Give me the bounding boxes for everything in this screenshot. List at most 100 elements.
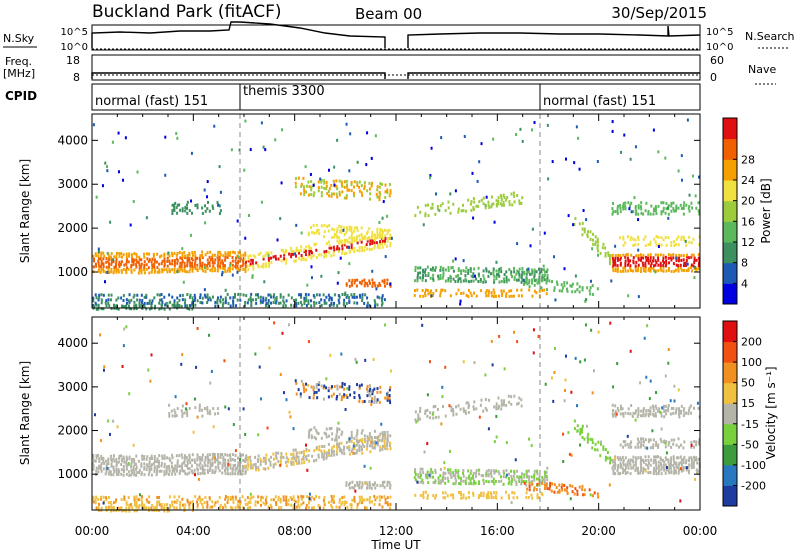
heatmap-cell bbox=[510, 395, 513, 399]
heatmap-cell bbox=[244, 470, 247, 474]
heatmap-cell bbox=[145, 263, 148, 267]
heatmap-cell bbox=[114, 265, 117, 269]
heatmap-cell bbox=[682, 468, 685, 472]
heatmap-cell bbox=[368, 480, 371, 484]
heatmap-cell bbox=[257, 495, 260, 499]
heatmap-cell bbox=[211, 267, 214, 271]
heatmap-cell bbox=[260, 121, 263, 125]
heatmap-cell bbox=[541, 288, 544, 292]
heatmap-cell bbox=[332, 253, 335, 257]
heatmap-cell bbox=[323, 223, 326, 227]
heatmap-cell bbox=[176, 459, 179, 463]
heatmap-cell bbox=[629, 412, 632, 416]
heatmap-cell bbox=[507, 472, 510, 476]
heatmap-cell bbox=[473, 479, 476, 483]
heatmap-cell bbox=[683, 440, 686, 444]
heatmap-cell bbox=[340, 242, 343, 246]
heatmap-cell bbox=[537, 477, 540, 481]
heatmap-cell bbox=[510, 270, 513, 274]
heatmap-cell bbox=[697, 175, 700, 179]
heatmap-cell bbox=[376, 284, 379, 288]
heatmap-cell bbox=[670, 204, 673, 208]
heatmap-cell bbox=[262, 255, 265, 259]
heatmap-cell bbox=[312, 183, 315, 187]
heatmap-cell bbox=[224, 251, 227, 255]
heatmap-cell bbox=[550, 489, 553, 493]
heatmap-cell bbox=[184, 503, 187, 507]
heatmap-cell bbox=[640, 409, 643, 413]
heatmap-cell bbox=[211, 457, 214, 461]
heatmap-cell bbox=[208, 264, 211, 268]
heatmap-cell bbox=[694, 477, 697, 481]
heatmap-cell bbox=[416, 205, 419, 209]
heatmap-cell bbox=[537, 334, 540, 338]
heatmap-cell bbox=[492, 202, 495, 206]
heatmap-cell bbox=[352, 451, 355, 455]
heatmap-cell bbox=[224, 253, 227, 257]
heatmap-cell bbox=[102, 368, 105, 372]
heatmap-cell bbox=[634, 411, 637, 415]
heatmap-cell bbox=[544, 475, 547, 479]
heatmap-cell bbox=[133, 503, 136, 507]
heatmap-cell bbox=[585, 298, 588, 302]
heatmap-cell bbox=[107, 457, 110, 461]
heatmap-cell bbox=[672, 240, 675, 244]
heatmap-cell bbox=[670, 471, 673, 475]
heatmap-cell bbox=[325, 435, 328, 439]
heatmap-cell bbox=[130, 298, 133, 302]
heatmap-cell bbox=[644, 255, 647, 259]
heatmap-cell bbox=[252, 267, 255, 271]
heatmap-cell bbox=[604, 251, 607, 255]
heatmap-cell bbox=[163, 254, 166, 258]
heatmap-cell bbox=[280, 506, 283, 510]
heatmap-cell bbox=[475, 407, 478, 411]
heatmap-cell bbox=[307, 180, 310, 184]
heatmap-cell bbox=[211, 256, 214, 260]
heatmap-cell bbox=[338, 392, 341, 396]
heatmap-cell bbox=[520, 280, 523, 284]
heatmap-cell bbox=[336, 230, 339, 234]
heatmap-cell bbox=[160, 262, 163, 266]
heatmap-cell bbox=[228, 253, 231, 257]
heatmap-cell bbox=[227, 267, 230, 271]
heatmap-cell bbox=[607, 253, 610, 257]
heatmap-cell bbox=[387, 236, 390, 240]
heatmap-cell bbox=[517, 294, 520, 298]
heatmap-cell bbox=[290, 303, 293, 307]
heatmap-cell bbox=[667, 256, 670, 260]
power-y-axis-label: Slant Range [km] bbox=[18, 159, 32, 263]
heatmap-cell bbox=[647, 471, 650, 475]
heatmap-cell bbox=[670, 253, 673, 257]
heatmap-cell bbox=[667, 458, 670, 462]
cpid-label: CPID bbox=[5, 89, 37, 103]
heatmap-cell bbox=[667, 236, 670, 240]
heatmap-cell bbox=[374, 436, 377, 440]
heatmap-cell bbox=[308, 249, 311, 253]
heatmap-cell bbox=[507, 394, 510, 398]
heatmap-cell bbox=[198, 256, 201, 260]
heatmap-cell bbox=[226, 453, 229, 457]
heatmap-cell bbox=[236, 270, 239, 274]
heatmap-cell bbox=[485, 267, 488, 271]
heatmap-cell bbox=[343, 445, 346, 449]
heatmap-cell bbox=[328, 298, 331, 302]
heatmap-cell bbox=[295, 459, 298, 463]
heatmap-cell bbox=[460, 209, 463, 213]
heatmap-cell bbox=[166, 256, 169, 260]
heatmap-cell bbox=[95, 456, 98, 460]
heatmap-cell bbox=[349, 132, 352, 136]
heatmap-cell bbox=[614, 463, 617, 467]
heatmap-cell bbox=[431, 294, 434, 298]
heatmap-cell bbox=[467, 495, 470, 499]
heatmap-cell bbox=[358, 495, 361, 499]
heatmap-cell bbox=[243, 168, 246, 172]
heatmap-cell bbox=[322, 397, 325, 401]
heatmap-cell bbox=[148, 468, 151, 472]
heatmap-cell bbox=[675, 256, 678, 260]
heatmap-cell bbox=[370, 389, 373, 393]
heatmap-cell bbox=[652, 408, 655, 412]
heatmap-cell bbox=[373, 440, 376, 444]
heatmap-cell bbox=[308, 497, 311, 501]
heatmap-cell bbox=[197, 477, 200, 481]
heatmap-cell bbox=[110, 257, 113, 261]
